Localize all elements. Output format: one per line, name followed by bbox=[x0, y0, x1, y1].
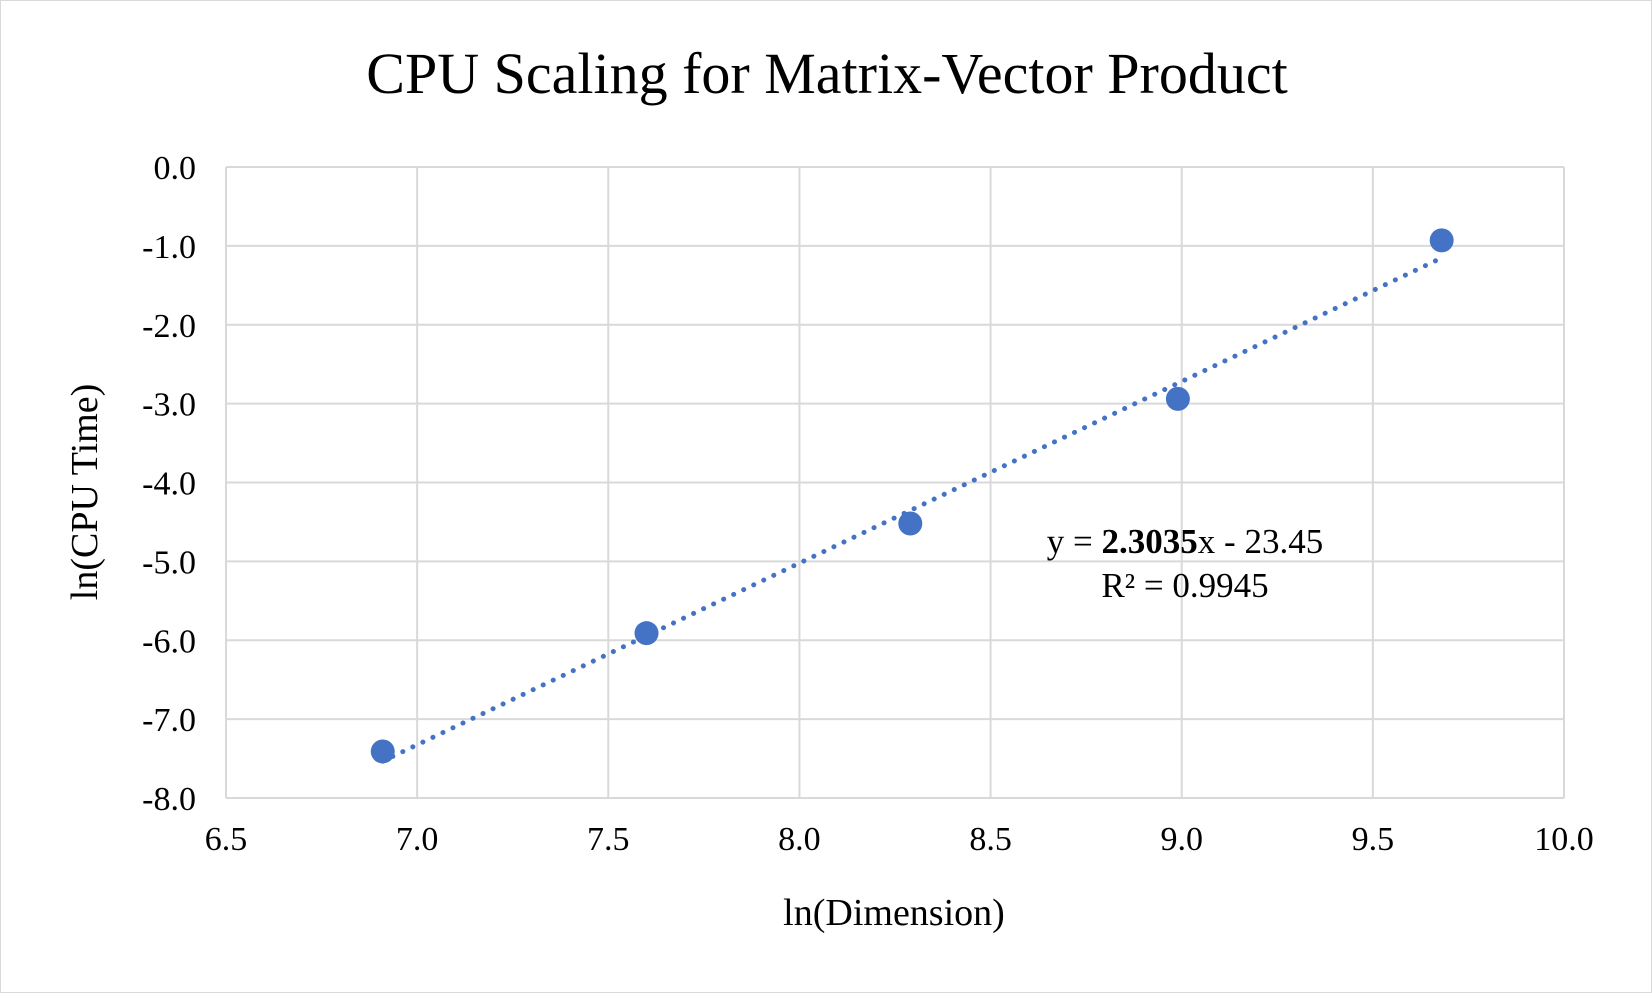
chart-title: CPU Scaling for Matrix-Vector Product bbox=[366, 41, 1287, 106]
grid-layer bbox=[225, 166, 1565, 799]
equation-prefix: y = bbox=[1047, 522, 1102, 561]
x-axis-title: ln(Dimension) bbox=[783, 892, 1005, 934]
y-tick-label: 0.0 bbox=[154, 150, 197, 187]
equation-slope: 2.3035 bbox=[1102, 522, 1198, 561]
x-tick-label: 9.5 bbox=[1352, 821, 1395, 858]
x-tick-label: 7.5 bbox=[587, 821, 630, 858]
data-point bbox=[1429, 228, 1454, 253]
data-point bbox=[1165, 386, 1190, 411]
x-tick-label: 8.5 bbox=[969, 821, 1012, 858]
data-point bbox=[370, 739, 395, 764]
x-tick-label: 9.0 bbox=[1160, 821, 1203, 858]
data-point bbox=[634, 621, 659, 646]
trendline-r-squared: R² = 0.9945 bbox=[1101, 566, 1268, 605]
y-tick-label: -2.0 bbox=[142, 308, 196, 345]
y-tick-label: -3.0 bbox=[142, 387, 196, 424]
trendline bbox=[380, 255, 1445, 764]
data-points-layer bbox=[370, 228, 1454, 764]
x-tick-label: 7.0 bbox=[396, 821, 439, 858]
y-tick-label: -4.0 bbox=[142, 466, 196, 503]
y-tick-label: -5.0 bbox=[142, 544, 196, 581]
trendline-equation: y = 2.3035x - 23.45 bbox=[1047, 522, 1323, 561]
y-tick-label: -1.0 bbox=[142, 229, 196, 266]
y-tick-label: -8.0 bbox=[142, 781, 196, 818]
x-tick-label: 10.0 bbox=[1534, 821, 1594, 858]
equation-suffix: x - 23.45 bbox=[1198, 522, 1323, 561]
trendline-layer bbox=[380, 255, 1445, 764]
y-tick-label: -6.0 bbox=[142, 623, 196, 660]
data-point bbox=[898, 511, 923, 536]
x-tick-label: 8.0 bbox=[778, 821, 821, 858]
x-tick-label: 6.5 bbox=[205, 821, 248, 858]
axis-layer: 6.5 7.0 7.5 8.0 8.5 9.0 9.5 10.0 0.0 -1.0 -2.0 -3.0… bbox=[142, 150, 1594, 858]
y-axis-title: ln(CPU Time) bbox=[64, 384, 106, 600]
y-tick-label: -7.0 bbox=[142, 702, 196, 739]
